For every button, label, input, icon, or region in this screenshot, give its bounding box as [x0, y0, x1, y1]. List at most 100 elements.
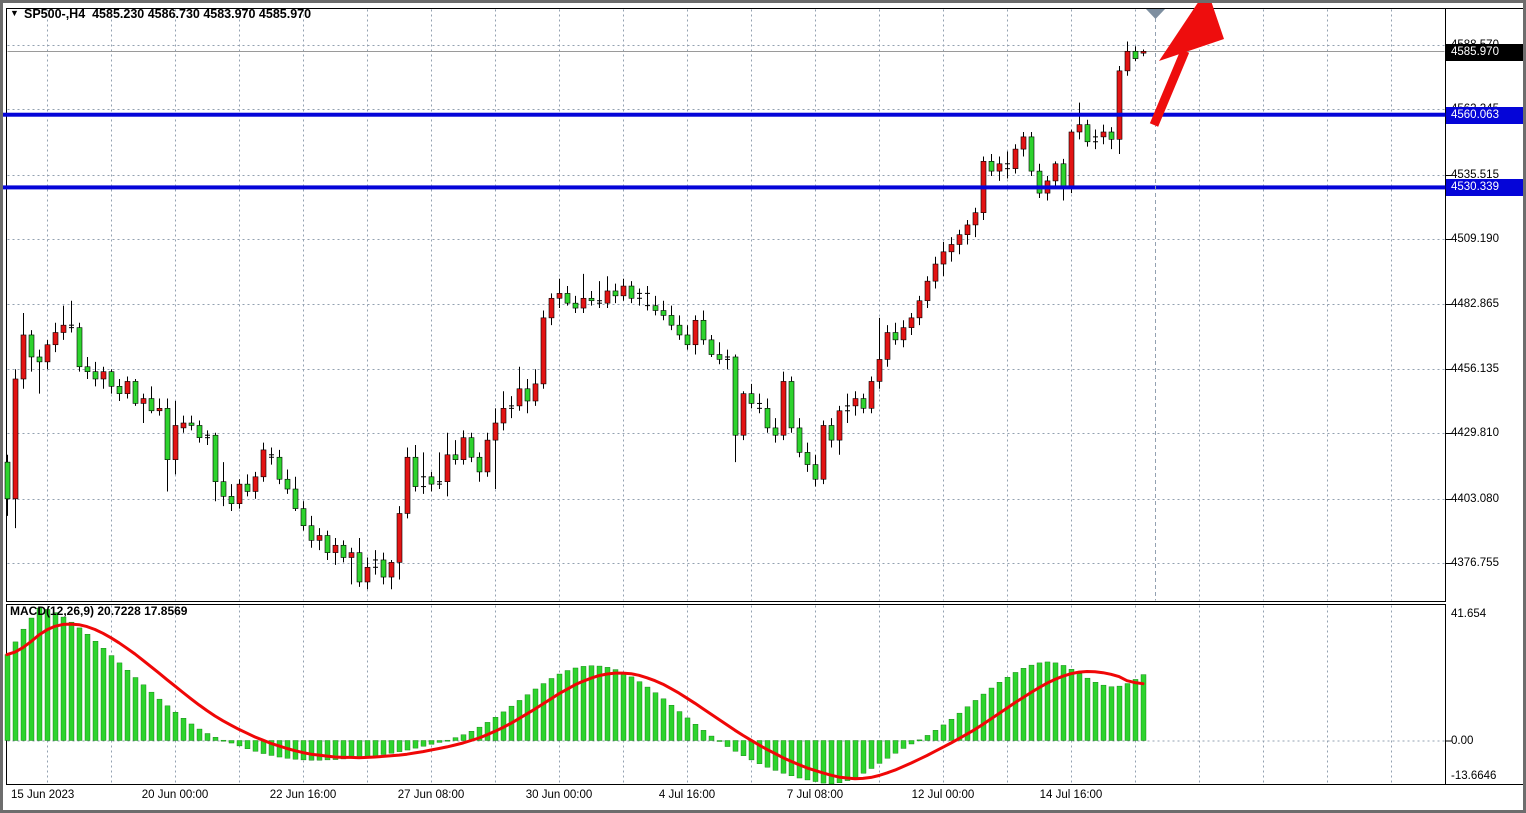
- bull-candle: [404, 456, 411, 514]
- bull-candle: [932, 263, 939, 282]
- macd-histogram-bar: [428, 740, 435, 745]
- bear-candle: [196, 425, 203, 438]
- bull-candle: [332, 544, 339, 553]
- macd-histogram-bar: [1060, 665, 1067, 741]
- macd-histogram-bar: [636, 681, 643, 741]
- bull-candle: [444, 454, 451, 482]
- macd-histogram-bar: [100, 648, 107, 741]
- macd-histogram-bar: [108, 655, 115, 741]
- bear-candle: [1084, 124, 1091, 143]
- macd-histogram-bar: [1076, 673, 1083, 741]
- bull-candle: [916, 300, 923, 319]
- price-axis-label: 4535.515: [1451, 168, 1499, 181]
- macd-histogram-bar: [660, 698, 667, 741]
- macd-histogram-bar: [92, 641, 99, 741]
- macd-histogram-bar: [372, 740, 379, 756]
- bull-candle: [540, 317, 547, 385]
- bear-candle: [676, 324, 683, 336]
- bear-candle: [340, 544, 347, 558]
- macd-histogram-bar: [556, 673, 563, 741]
- macd-histogram-bar: [1028, 664, 1035, 741]
- chart-canvas[interactable]: [3, 3, 1523, 810]
- bear-candle: [1108, 131, 1115, 140]
- bull-candle: [548, 297, 555, 319]
- macd-histogram-bar: [1140, 674, 1147, 741]
- bear-candle: [628, 285, 635, 299]
- macd-histogram-bar: [588, 665, 595, 741]
- bear-candle: [148, 398, 155, 412]
- current-price-box: 4585.970: [1446, 43, 1523, 61]
- bull-candle: [1012, 148, 1019, 169]
- macd-histogram-bar: [732, 740, 739, 752]
- macd-histogram-bar: [708, 735, 715, 741]
- macd-histogram-bar: [180, 718, 187, 741]
- macd-histogram-bar: [1092, 682, 1099, 741]
- macd-histogram-bar: [4, 654, 11, 741]
- macd-histogram-bar: [564, 670, 571, 741]
- bear-candle: [92, 371, 99, 380]
- macd-histogram-bar: [828, 740, 835, 785]
- bear-candle: [788, 381, 795, 429]
- bull-candle: [556, 293, 563, 299]
- macd-histogram-bar: [188, 723, 195, 741]
- bull-candle: [908, 317, 915, 328]
- macd-histogram-bar: [140, 684, 147, 741]
- time-axis-label: 14 Jul 16:00: [1039, 789, 1103, 801]
- time-axis-label: 12 Jul 00:00: [911, 789, 975, 801]
- bear-candle: [356, 552, 363, 583]
- macd-histogram-bar: [860, 740, 867, 774]
- bull-candle: [260, 449, 267, 478]
- macd-histogram-bar: [972, 700, 979, 741]
- macd-histogram-bar: [444, 739, 451, 742]
- macd-histogram-bar: [1052, 662, 1059, 741]
- macd-histogram-bar: [868, 740, 875, 769]
- bear-candle: [700, 319, 707, 341]
- macd-histogram-bar: [148, 691, 155, 741]
- bull-candle: [780, 381, 787, 436]
- bear-candle: [660, 310, 667, 316]
- time-axis-label: 27 Jun 08:00: [397, 789, 465, 801]
- macd-histogram-bar: [84, 634, 91, 741]
- macd-histogram-bar: [332, 740, 339, 760]
- bull-candle: [940, 251, 947, 265]
- macd-histogram-bar: [404, 740, 411, 751]
- macd-histogram-bar: [572, 667, 579, 741]
- macd-histogram-bar: [692, 724, 699, 741]
- bull-candle: [620, 285, 627, 297]
- macd-histogram-bar: [964, 706, 971, 741]
- macd-values: 20.7228 17.8569: [97, 604, 188, 618]
- time-axis-label: 30 Jun 00:00: [525, 789, 593, 801]
- bear-candle: [564, 293, 571, 304]
- bear-candle: [276, 456, 283, 480]
- horizontal-level-line: [3, 185, 1446, 190]
- time-axis-label: 4 Jul 16:00: [658, 789, 716, 801]
- bull-candle: [396, 513, 403, 563]
- bull-candle: [364, 566, 371, 583]
- bull-candle: [20, 334, 27, 380]
- price-axis-label: 4376.755: [1451, 556, 1499, 569]
- macd-histogram-bar: [1108, 686, 1115, 741]
- macd-histogram-bar: [700, 730, 707, 741]
- macd-histogram-bar: [596, 665, 603, 741]
- bear-candle: [188, 422, 195, 426]
- macd-histogram-bar: [212, 737, 219, 741]
- macd-histogram-bar: [300, 740, 307, 761]
- bull-candle: [172, 425, 179, 460]
- bear-candle: [220, 481, 227, 497]
- bear-candle: [36, 356, 43, 363]
- macd-histogram-bar: [796, 740, 803, 779]
- macd-histogram-bar: [788, 740, 795, 777]
- macd-histogram-bar: [380, 740, 387, 755]
- macd-histogram-bar: [348, 740, 355, 759]
- price-axis-label: 4456.135: [1451, 362, 1499, 375]
- bear-candle: [292, 488, 299, 509]
- bear-candle: [452, 454, 459, 460]
- macd-histogram-bar: [204, 733, 211, 741]
- macd-histogram-bar: [620, 672, 627, 741]
- macd-histogram-bar: [1116, 685, 1123, 741]
- bear-candle: [652, 305, 659, 311]
- bull-candle: [252, 476, 259, 492]
- macd-histogram-bar: [364, 740, 371, 757]
- bear-candle: [860, 398, 867, 409]
